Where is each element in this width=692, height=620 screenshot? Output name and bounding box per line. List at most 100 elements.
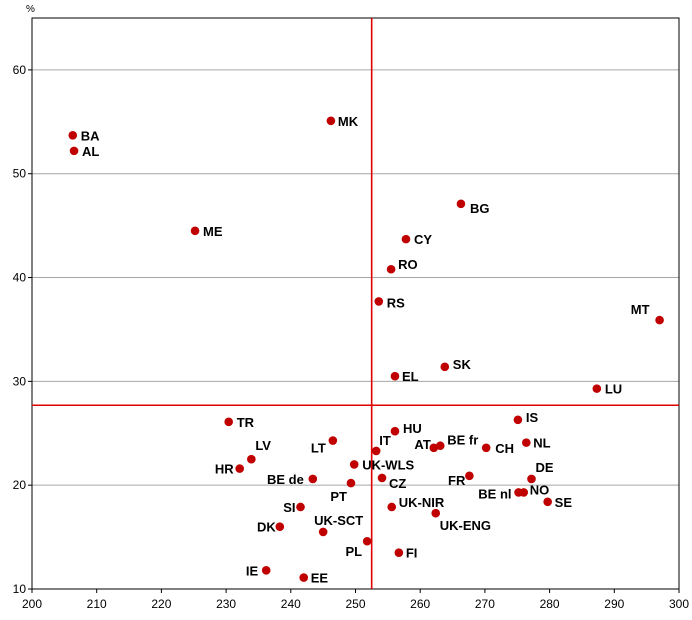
point-fi [394, 548, 404, 557]
point-no [519, 488, 529, 497]
point-hr [235, 464, 244, 473]
point-label-al: AL [82, 144, 99, 159]
point-label-is: IS [526, 410, 539, 425]
point-uk-eng [431, 508, 441, 518]
point-label-ie: IE [246, 563, 259, 578]
point-is [513, 415, 523, 425]
point-label-nl: NL [533, 436, 550, 451]
point-de [527, 474, 536, 484]
point-dk [275, 522, 285, 532]
point-fr [465, 471, 474, 481]
plot-frame [31, 17, 680, 590]
point-label-be-de: BE de [267, 472, 304, 487]
point-label-pl: PL [346, 544, 363, 559]
point-label-pt: PT [330, 489, 347, 504]
point-at [429, 443, 439, 453]
point-ee [299, 573, 309, 582]
point-label-lv: LV [255, 438, 271, 453]
point-label-uk-wls: UK-WLS [362, 457, 414, 472]
point-label-hu: HU [403, 421, 422, 436]
point-label-uk-nir: UK-NIR [399, 495, 445, 510]
point-label-mk: MK [338, 114, 359, 129]
point-label-be-nl: BE nl [478, 486, 511, 501]
point-lt [328, 436, 338, 445]
point-label-it: IT [379, 433, 391, 448]
point-label-cz: CZ [389, 476, 406, 491]
point-label-mt: MT [631, 302, 650, 317]
point-label-fi: FI [406, 546, 418, 561]
x-tick-label-290: 290 [604, 597, 624, 611]
point-label-rs: RS [387, 295, 405, 310]
point-label-sk: SK [453, 357, 472, 372]
x-tick-label-280: 280 [540, 597, 560, 611]
point-uk-wls [349, 460, 359, 469]
y-tick-label-30: 30 [13, 374, 27, 388]
point-ro [386, 264, 396, 274]
y-axis-unit-label: % [26, 4, 35, 15]
x-tick-label-210: 210 [87, 597, 107, 611]
y-tick-label-40: 40 [13, 271, 27, 285]
point-mk [326, 116, 336, 126]
point-label-lu: LU [605, 382, 622, 397]
x-tick-label-300: 300 [669, 597, 689, 611]
point-label-dk: DK [257, 520, 276, 535]
point-cz [377, 473, 387, 483]
point-hu [390, 426, 400, 436]
point-pl [362, 536, 372, 546]
point-cy [401, 234, 411, 244]
point-al [69, 146, 79, 156]
y-tick-label-50: 50 [13, 167, 27, 181]
point-si [296, 502, 305, 512]
y-tick-label-60: 60 [13, 63, 27, 77]
point-label-uk-eng: UK-ENG [440, 518, 491, 533]
point-label-me: ME [203, 224, 223, 239]
point-sk [440, 362, 450, 372]
x-tick-label-220: 220 [151, 597, 171, 611]
axes [28, 17, 680, 593]
point-label-ro: RO [398, 257, 418, 272]
point-ba [68, 131, 78, 140]
point-tr [224, 417, 233, 427]
point-label-no: NO [530, 482, 550, 497]
point-ie [261, 566, 271, 575]
reference-lines [32, 18, 679, 589]
point-label-be-fr: BE fr [447, 433, 478, 448]
x-tick-label-230: 230 [216, 597, 236, 611]
point-label-bg: BG [470, 201, 490, 216]
x-tick-label-250: 250 [345, 597, 365, 611]
point-label-el: EL [402, 369, 419, 384]
point-ch [481, 443, 491, 453]
point-label-ee: EE [311, 571, 329, 586]
point-label-uk-sct: UK-SCT [314, 513, 363, 528]
point-label-cy: CY [414, 232, 432, 247]
y-tick-label-20: 20 [13, 478, 27, 492]
point-mt [655, 315, 664, 325]
x-tick-label-240: 240 [281, 597, 301, 611]
tick-labels: 10 20 30 40 50 60 200 210 220 230 240 250 260 270 280 2… [13, 63, 690, 611]
point-label-se: SE [555, 495, 573, 510]
point-rs [374, 297, 384, 306]
point-label-hr: HR [215, 462, 234, 477]
point-label-fr: FR [448, 473, 466, 488]
point-label-at: AT [414, 437, 430, 452]
point-bg [456, 199, 466, 209]
point-uk-nir [387, 502, 397, 512]
gridlines [32, 69, 679, 486]
point-lv [247, 454, 256, 464]
point-be-de [308, 474, 318, 484]
point-it [371, 446, 381, 456]
point-label-ch: CH [495, 441, 514, 456]
point-me [190, 226, 200, 236]
point-uk-sct [318, 527, 328, 537]
point-label-ba: BA [81, 128, 100, 143]
x-tick-label-200: 200 [22, 597, 42, 611]
point-se [543, 497, 552, 507]
point-lu [592, 384, 602, 393]
point-label-si: SI [283, 500, 295, 515]
x-tick-label-270: 270 [475, 597, 495, 611]
point-label-de: DE [535, 460, 553, 475]
point-label-lt: LT [311, 441, 326, 456]
point-pt [346, 478, 356, 488]
